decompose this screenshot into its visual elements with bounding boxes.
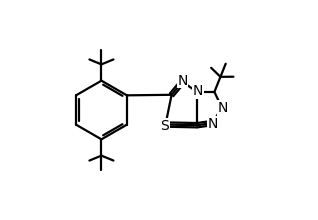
Text: N: N [218,101,228,115]
Text: N: N [193,84,203,98]
Text: S: S [161,119,169,133]
Text: N: N [208,117,218,131]
Text: N: N [177,74,188,88]
